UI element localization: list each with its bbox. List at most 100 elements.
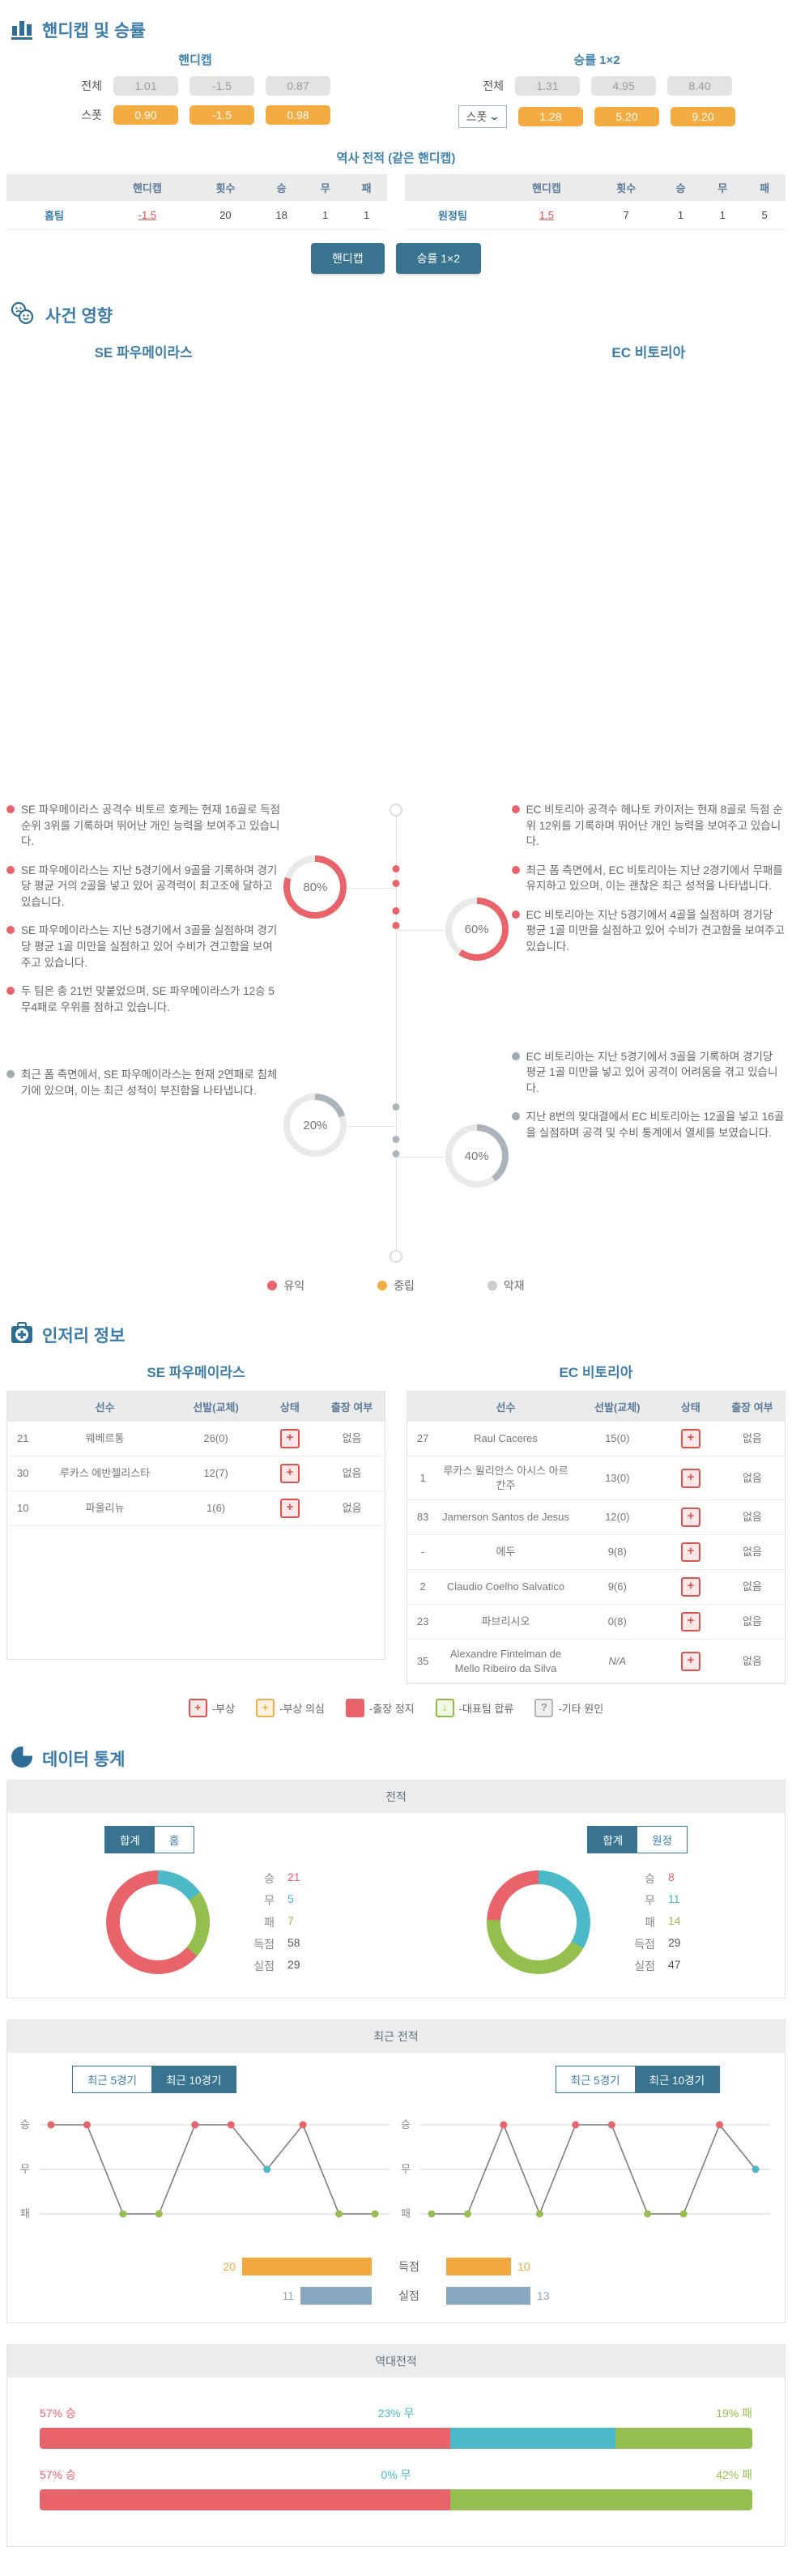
odds-1x2-button[interactable]: 승률 1×2 (395, 243, 482, 274)
away-positive-bullets: EC 비토리아 공격수 헤나토 카이저는 현재 8골로 득점 순위 12위를 기… (511, 802, 786, 955)
legend-label: -부상 (211, 1703, 236, 1716)
bar-value: 20 (223, 2260, 236, 2274)
odds-value: 0.90 (113, 105, 178, 125)
player-name: 에두 (438, 1534, 573, 1571)
stat-row: 실점 29 (247, 1958, 305, 1974)
bar-chart-icon (10, 16, 34, 43)
legend-label: 유익 (283, 1279, 305, 1292)
bullet-text: 지난 8번의 맞대결에서 EC 비토리아는 12골을 넣고 16골을 실점하며 … (526, 1111, 785, 1139)
away-positive-gauge: 60% (445, 898, 509, 961)
impact-legend: 유익 중립 악재 (6, 1277, 786, 1294)
column-header: 상태 (661, 1392, 720, 1422)
starts-subs: 15(0) (573, 1422, 662, 1456)
legend-label: 악재 (503, 1279, 525, 1292)
player-name: 루카스 에반젤리스타 (38, 1456, 172, 1491)
toggle-option[interactable]: 합계 (588, 1827, 638, 1853)
stat-value: 58 (287, 1936, 300, 1950)
timeline-event-dot (392, 1103, 400, 1111)
h2h-bar-block: 57% 승 0% 무 42% 패 (40, 2467, 752, 2511)
legend-label: -출장 정지 (368, 1703, 415, 1716)
legend-item: 중립 (377, 1277, 415, 1294)
toggle-option[interactable]: 최근 10경기 (634, 2066, 719, 2093)
svg-text:무: 무 (401, 2163, 411, 2175)
home-negative-gauge: 20% (283, 1094, 347, 1157)
toggle-option[interactable]: 최근 10경기 (151, 2066, 236, 2093)
away-recent-toggle[interactable]: 최근 5경기 최근 10경기 (555, 2066, 720, 2094)
availability: 없음 (319, 1491, 385, 1526)
availability: 없음 (719, 1534, 785, 1571)
away-bar (446, 2258, 511, 2276)
player-number: 35 (407, 1639, 439, 1684)
bullet-item: 지난 8번의 맞대결에서 EC 비토리아는 12골을 넣고 16골을 실점하며 … (511, 1109, 786, 1141)
home-positive-gauge: 80% (283, 855, 347, 919)
goals-bar-row: 20 득점 10 (15, 2258, 777, 2276)
stat-label: 득점 (634, 1938, 655, 1951)
player-number: 21 (7, 1422, 39, 1456)
draw-cell: 1 (304, 201, 347, 230)
column-header: 승 (258, 174, 305, 201)
legend-label: 중립 (394, 1279, 415, 1292)
bullet-dot-icon (6, 805, 15, 813)
availability: 없음 (719, 1604, 785, 1640)
bullet-item: SE 파우메이라스는 지난 5경기에서 9골을 기록하며 경기당 평균 거의 2… (6, 863, 280, 911)
bar-value: 13 (537, 2289, 550, 2303)
toggle-option[interactable]: 최근 5경기 (73, 2066, 151, 2093)
away-record-toggle[interactable]: 합계 원정 (587, 1826, 688, 1854)
legend-dot-icon (377, 1281, 388, 1290)
injury-legend-item: -출장 정지 (345, 1699, 415, 1718)
toggle-option[interactable]: 원정 (637, 1827, 687, 1853)
first-aid-icon (10, 1321, 34, 1348)
bullet-text: EC 비토리아는 지난 5경기에서 3골을 기록하며 경기당 평균 1골 미만을… (526, 1050, 778, 1094)
status-glyph-icon: + (256, 1699, 275, 1718)
bullet-item: SE 파우메이라스 공격수 비토르 호케는 현재 16골로 득점 순위 3위를 … (6, 802, 280, 850)
injury-status-icon: + (680, 1577, 700, 1597)
bullet-dot-icon (6, 987, 15, 996)
h2h-bar-block: 57% 승 23% 무 19% 패 (40, 2405, 752, 2450)
home-recent-toggle[interactable]: 최근 5경기 최근 10경기 (72, 2066, 237, 2094)
stat-row: 득점 29 (628, 1936, 686, 1952)
toggle-option[interactable]: 홈 (154, 1827, 194, 1853)
section-title: 핸디캡 및 승률 (42, 21, 146, 41)
home-record-toggle[interactable]: 합계 홈 (104, 1826, 195, 1854)
handicap-button[interactable]: 핸디캡 (310, 243, 385, 274)
gauge-hole (290, 1100, 341, 1150)
h2h-panel: 역대전적 57% 승 23% 무 19% 패 57% 승 0% 무 42% 패 (6, 2344, 786, 2548)
player-name: Raul Caceres (438, 1422, 573, 1456)
gauge-percent: 40% (464, 1149, 489, 1163)
column-header: 패 (346, 174, 387, 201)
impact-timeline: 80% 60% 20% 40% (280, 802, 511, 1268)
panel-header: 전적 (7, 1781, 785, 1814)
player-number: 27 (407, 1422, 439, 1456)
odds-value: 1.31 (515, 76, 580, 96)
spot-dropdown[interactable]: 스폿 ⌄ (458, 105, 507, 128)
timeline-event-dot (392, 922, 400, 929)
lose-pct-label: 42% 패 (716, 2468, 752, 2482)
lose-pct-label: 19% 패 (716, 2407, 752, 2420)
column-header: 핸디캡 (102, 174, 193, 201)
handicap-link[interactable]: 1.5 (539, 209, 554, 221)
injury-status-icon: + (680, 1468, 700, 1488)
count-cell: 20 (192, 201, 259, 230)
bullet-text: SE 파우메이라스는 지난 5경기에서 3골을 실점하며 경기당 평균 1골 미… (21, 924, 278, 969)
odds-value: 1.01 (113, 76, 178, 96)
lose-cell: 5 (743, 201, 786, 230)
section-data-stats: 데이터 통계 전적 합계 홈 합계 원정 승 21 무 5 패 7 득점 58 실점 29 승 8 무 11… (0, 1729, 792, 2576)
odds-value: 5.20 (594, 107, 659, 126)
bar-label: 득점 (398, 2260, 419, 2274)
gauge-hole (290, 862, 341, 912)
injury-table-row: 83 Jamerson Santos de Jesus 12(0) + 없음 (407, 1499, 785, 1536)
handicap-odds-box: 핸디캡 전체 1.01 -1.5 0.87 스폿 0.90 -1.5 0.98 (6, 51, 384, 138)
availability: 없음 (719, 1456, 785, 1501)
injury-table-row: 35 Alexandre Fintelman de Mello Ribeiro … (407, 1639, 785, 1684)
injury-table-row: 2 Claudio Coelho Salvatico 9(6) + 없음 (407, 1569, 785, 1606)
spot-dropdown-label: 스폿 (466, 110, 488, 123)
toggle-option[interactable]: 최근 5경기 (556, 2066, 635, 2093)
injury-table-row: 21 웨베르통 26(0) + 없음 (7, 1422, 385, 1456)
h2h-labels: 57% 승 23% 무 19% 패 (40, 2405, 752, 2421)
gauge-connector (348, 1126, 396, 1127)
toggle-option[interactable]: 합계 (105, 1827, 155, 1853)
bar-segment (449, 2489, 752, 2511)
handicap-link[interactable]: -1.5 (138, 209, 157, 221)
legend-dot-icon (487, 1281, 497, 1290)
